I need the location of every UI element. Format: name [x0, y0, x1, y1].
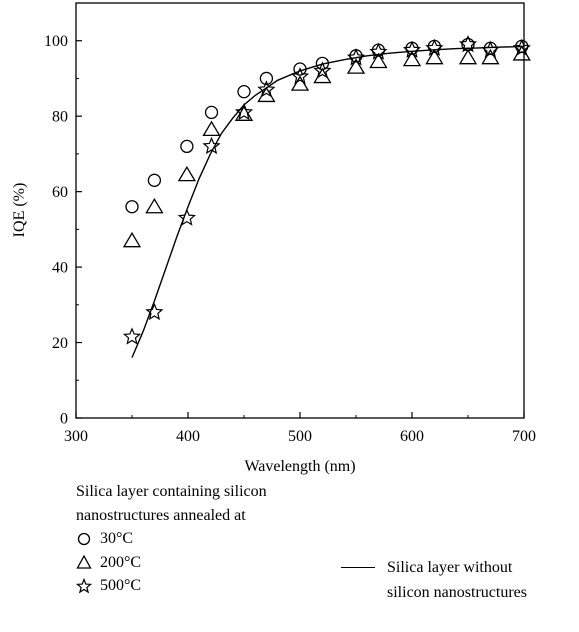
point-200c	[234, 105, 254, 121]
triangle-marker-icon	[76, 554, 92, 569]
x-tick-label: 600	[400, 428, 424, 445]
point-200c	[369, 52, 388, 69]
legend-label-200c: 200°C	[100, 553, 142, 571]
point-200c	[481, 48, 500, 65]
point-30c	[125, 200, 139, 214]
point-200c	[145, 197, 164, 214]
point-30c	[180, 139, 194, 154]
point-200c	[346, 58, 366, 74]
circle-marker-icon	[77, 532, 91, 545]
point-200c	[313, 67, 332, 84]
legend-item-200c: 200°C	[76, 551, 267, 575]
x-tick-label: 300	[64, 428, 88, 445]
y-tick-label: 20	[52, 335, 68, 352]
legend-reference: Silica layer without silicon nanostructu…	[341, 555, 527, 605]
fit-line-group	[131, 45, 525, 358]
point-200c	[458, 48, 478, 65]
point-200c	[402, 50, 422, 67]
x-tick-label: 400	[176, 428, 200, 445]
y-tick-label: 40	[52, 260, 68, 277]
point-500c	[257, 80, 276, 98]
point-200c	[202, 120, 221, 137]
point-30c	[147, 173, 162, 187]
y-axis-label: IQE (%)	[11, 183, 28, 238]
star-marker-icon	[76, 577, 92, 594]
legend-annealed: Silica layer containing silicon nanostru…	[76, 480, 267, 598]
legend-heading-2: nanostructures annealed at	[76, 506, 246, 524]
legend-label-500c: 500°C	[100, 577, 142, 594]
point-500c	[512, 38, 531, 57]
point-30c	[293, 62, 307, 76]
point-200c	[425, 48, 444, 65]
point-200c	[122, 231, 142, 248]
point-500c	[313, 61, 332, 79]
point-30c	[237, 85, 251, 99]
legend-heading-1: Silica layer containing silicon	[76, 483, 267, 500]
data-points	[122, 34, 531, 345]
x-tick-label: 700	[512, 428, 536, 445]
legend-item-500c: 500°C	[76, 574, 267, 598]
point-500c	[481, 40, 500, 58]
x-axis-label: Wavelength (nm)	[244, 458, 355, 475]
legend-line-label-1: Silica layer without	[387, 558, 513, 576]
reference-fit-line	[131, 45, 525, 358]
point-30c	[204, 105, 219, 120]
legend-item-30c: 30°C	[76, 527, 267, 551]
point-30c	[259, 71, 274, 86]
point-500c	[122, 327, 142, 345]
point-500c	[425, 38, 444, 57]
line-marker-icon	[341, 567, 375, 568]
x-axis-ticks: 300 400 500 600 700	[64, 412, 536, 445]
point-200c	[290, 75, 310, 91]
y-tick-label: 60	[52, 184, 68, 201]
point-500c	[177, 208, 196, 226]
point-500c	[234, 102, 254, 121]
point-200c	[257, 86, 276, 103]
legend-item-reference-line: Silica layer without	[341, 555, 527, 580]
y-axis-ticks: 0 20 40 60 80 100	[44, 33, 82, 428]
point-200c	[177, 165, 197, 182]
plot-frame	[75, 2, 525, 419]
y-tick-label: 100	[44, 33, 68, 50]
y-tick-label: 0	[60, 411, 68, 428]
x-tick-label: 500	[288, 428, 312, 445]
point-500c	[402, 40, 422, 58]
legend-label-30c: 30°C	[100, 530, 134, 547]
point-500c	[290, 67, 310, 85]
legend-line-label-2: silicon nanostructures	[387, 583, 527, 601]
point-500c	[346, 48, 366, 66]
point-500c	[458, 34, 478, 53]
point-500c	[202, 136, 221, 155]
y-tick-label: 80	[52, 109, 68, 126]
chart: 300 400 500 600 700 0 20 40 60 80 100 Wavelength …	[11, 2, 536, 475]
point-500c	[145, 302, 164, 321]
point-500c	[369, 42, 388, 60]
